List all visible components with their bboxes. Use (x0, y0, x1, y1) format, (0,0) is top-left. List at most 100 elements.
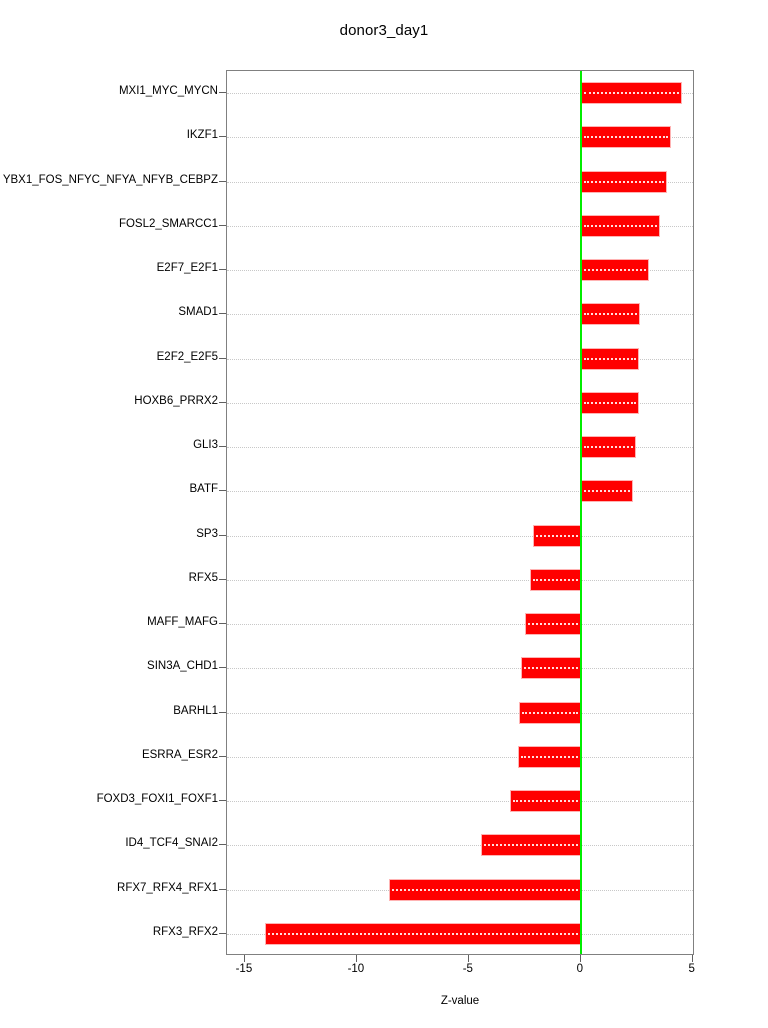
bar-center-dash (513, 800, 578, 803)
gridline (227, 801, 693, 803)
plot-area (226, 70, 694, 955)
y-axis-label: ESRRA_ESR2 (141, 748, 218, 761)
y-axis-label: HOXB6_PRRX2 (134, 394, 218, 407)
bar-center-dash (535, 534, 578, 537)
gridline (227, 447, 693, 449)
y-axis-label: MXI1_MYC_MYCN (118, 85, 218, 98)
gridline (227, 270, 693, 272)
bar-center-dash (583, 490, 631, 493)
gridline (227, 314, 693, 316)
y-axis-label: SP3 (196, 527, 218, 540)
y-axis-tick (219, 623, 226, 625)
bar (580, 214, 661, 237)
bar (389, 878, 581, 901)
x-axis-tick-label: -5 (462, 963, 473, 975)
bar-center-dash (583, 224, 658, 227)
y-axis-tick (219, 844, 226, 846)
y-axis-tick (219, 667, 226, 669)
x-axis-tick-label: -15 (235, 963, 253, 975)
bar-center-dash (583, 136, 669, 139)
x-axis-ticks (226, 955, 694, 963)
bar-center-dash (268, 932, 578, 935)
bar (532, 524, 581, 547)
x-axis-tick-labels: -15 -10 -5 0 5 (226, 963, 695, 982)
bar-center-dash (583, 269, 647, 272)
y-axis-label: IKZF1 (186, 129, 218, 142)
bar (580, 170, 667, 193)
bar-center-dash (533, 578, 578, 581)
y-axis-label: YBX1_FOS_NFYC_NFYA_NFYB_CEBPZ (2, 173, 218, 186)
bar (580, 303, 641, 326)
y-axis-tick (219, 446, 226, 448)
bar-center-dash (522, 711, 578, 714)
bar (518, 745, 581, 768)
bar (580, 259, 650, 282)
x-axis-tick (691, 955, 693, 962)
gridline (227, 712, 693, 714)
bar (580, 126, 672, 149)
bar (510, 790, 581, 813)
y-axis-label: ID4_TCF4_SNAI2 (125, 837, 218, 850)
y-axis-labels: MXI1_MYC_MYCN IKZF1 YBX1_FOS_NFYC_NFYA_NFY… (0, 70, 218, 955)
y-axis-label: RFX7_RFX4_RFX1 (117, 881, 218, 894)
bar (580, 391, 640, 414)
gridline (227, 491, 693, 493)
bar-center-dash (583, 446, 633, 449)
gridline (227, 93, 693, 95)
bar (580, 82, 682, 105)
gridline (227, 181, 693, 183)
gridline (227, 535, 693, 537)
bar-center-dash (521, 755, 578, 758)
y-axis-tick (219, 755, 226, 757)
y-axis-tick (219, 136, 226, 138)
bar-center-dash (583, 92, 679, 95)
x-axis-tick (467, 955, 469, 962)
y-axis-label: RFX3_RFX2 (152, 925, 218, 938)
bar (530, 568, 581, 591)
y-axis-tick (219, 357, 226, 359)
x-axis-tick-label: 0 (576, 963, 583, 975)
y-axis-tick (219, 224, 226, 226)
bar (519, 701, 581, 724)
bar (524, 613, 581, 636)
gridline (227, 402, 693, 404)
y-axis-label: FOXD3_FOXI1_FOXF1 (96, 793, 218, 806)
gridline (227, 845, 693, 847)
bar-center-dash (583, 313, 638, 316)
y-axis-tick (219, 711, 226, 713)
bar-center-dash (583, 357, 637, 360)
x-axis-tick (579, 955, 581, 962)
y-axis-label: SMAD1 (178, 306, 218, 319)
x-axis-tick-label: -10 (347, 963, 365, 975)
x-axis-tick (243, 955, 245, 962)
y-axis-tick (219, 269, 226, 271)
gridline (227, 624, 693, 626)
y-axis-label: FOSL2_SMARCC1 (118, 217, 218, 230)
y-axis-label: E2F7_E2F1 (156, 262, 218, 275)
chart-title: donor3_day1 (339, 22, 429, 39)
bar (580, 347, 640, 370)
y-axis-tick (219, 92, 226, 94)
y-axis-label: E2F2_E2F5 (156, 350, 218, 363)
bar (265, 922, 581, 945)
y-axis-tick (219, 888, 226, 890)
y-axis-label: BATF (189, 483, 218, 496)
y-axis-label: SIN3A_CHD1 (147, 660, 218, 673)
bar-center-dash (527, 623, 578, 626)
gridline (227, 579, 693, 581)
gridline (227, 137, 693, 139)
bar (521, 657, 581, 680)
y-axis-tick (219, 313, 226, 315)
bar (580, 436, 636, 459)
bar-center-dash (583, 180, 664, 183)
y-axis-tick (219, 401, 226, 403)
y-axis-label: MAFF_MAFG (147, 616, 218, 629)
bar-center-dash (583, 401, 637, 404)
y-axis-label: RFX5 (188, 571, 218, 584)
bar (481, 834, 581, 857)
bar-center-dash (524, 667, 578, 670)
x-axis-tick-label: 5 (688, 963, 695, 975)
gridline (227, 225, 693, 227)
y-axis-tick (219, 534, 226, 536)
